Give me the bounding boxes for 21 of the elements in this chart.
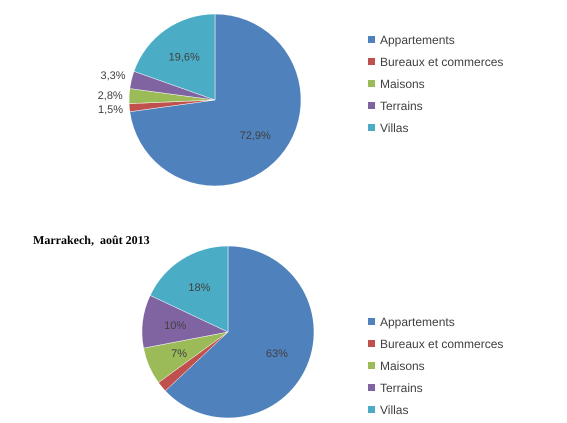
legend-label: Bureaux et commerces [380,337,504,352]
data-label: 10% [164,320,186,332]
legend-label: Appartements [380,33,455,48]
data-label: 18% [188,282,211,294]
data-label: 19,6% [168,51,200,64]
data-label: 7% [171,348,188,360]
pie-slice [130,14,302,186]
data-label: 63% [266,348,288,360]
legend-label: Villas [380,121,408,136]
legend-label: Terrains [380,381,423,396]
legend-label: Appartements [380,315,455,330]
chart-title: Marrakech, août 2013 [33,233,150,247]
legend-label: Maisons [380,359,425,374]
data-label: 2,8% [98,90,123,102]
data-label: 1,5% [98,104,124,116]
legend-label: Bureaux et commerces [380,55,504,70]
data-label: 3,3% [100,70,126,82]
legend-label: Maisons [380,77,425,92]
legend-label: Terrains [380,99,423,114]
legend-label: Villas [380,403,408,418]
data-label: 72,9% [240,130,271,142]
